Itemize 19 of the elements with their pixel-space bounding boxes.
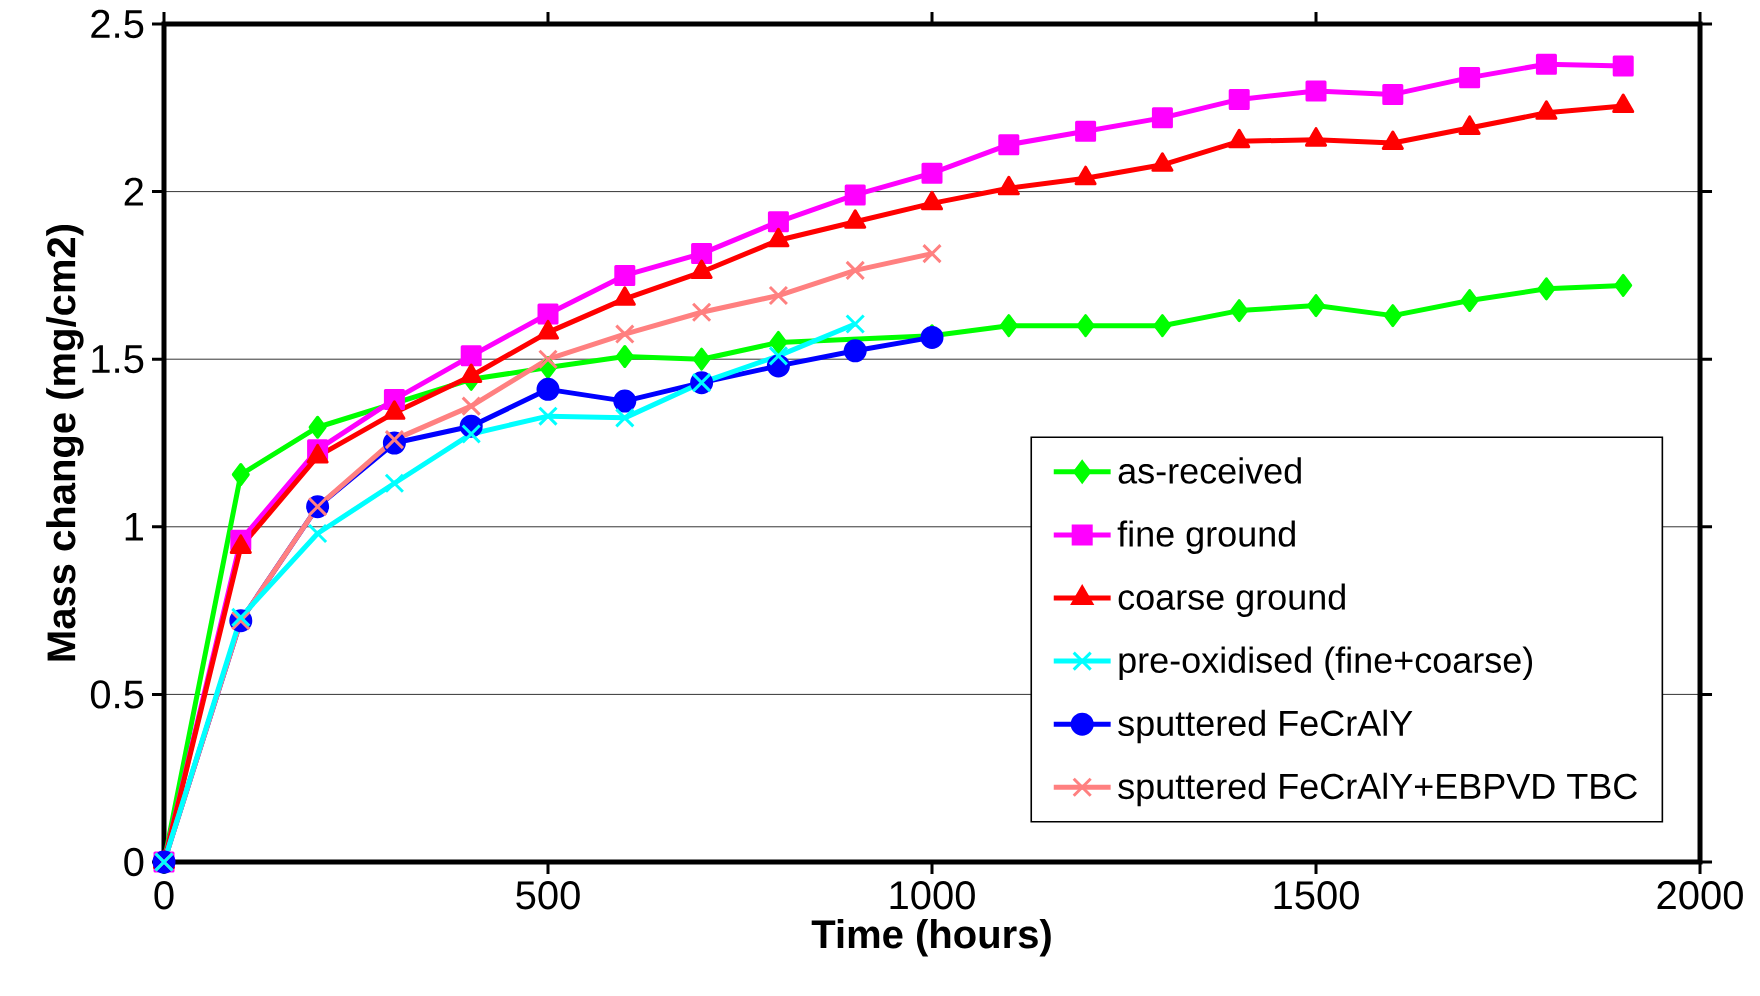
x-tick-label: 500: [516, 881, 580, 910]
x-tick-label: 0: [154, 881, 174, 910]
x-axis-title: Time (hours): [811, 919, 1051, 957]
legend-label: fine ground: [1117, 520, 1295, 554]
y-tick-label: 1: [125, 513, 143, 541]
x-tick-label: 1000: [890, 881, 975, 910]
legend-label: as-received: [1118, 457, 1301, 484]
legend-label: pre-oxidised (fine+coarse): [1119, 646, 1533, 681]
x-tick-label: 1500: [1274, 881, 1359, 910]
legend-label: sputtered FeCrAlY: [1118, 709, 1413, 744]
y-tick-label: 1.5: [92, 345, 144, 374]
y-tick-label: 0.5: [90, 680, 144, 709]
y-tick-label: 2.5: [91, 9, 144, 39]
legend-label: sputtered FeCrAlY+EBPVD TBC: [1118, 772, 1637, 807]
y-tick-label: 0: [124, 847, 144, 877]
y-axis-title: Mass change (mg/cm2): [46, 224, 84, 661]
legend-label: coarse ground: [1118, 583, 1345, 618]
y-tick-label: 2: [124, 177, 143, 206]
x-tick-label: 2000: [1657, 881, 1743, 910]
